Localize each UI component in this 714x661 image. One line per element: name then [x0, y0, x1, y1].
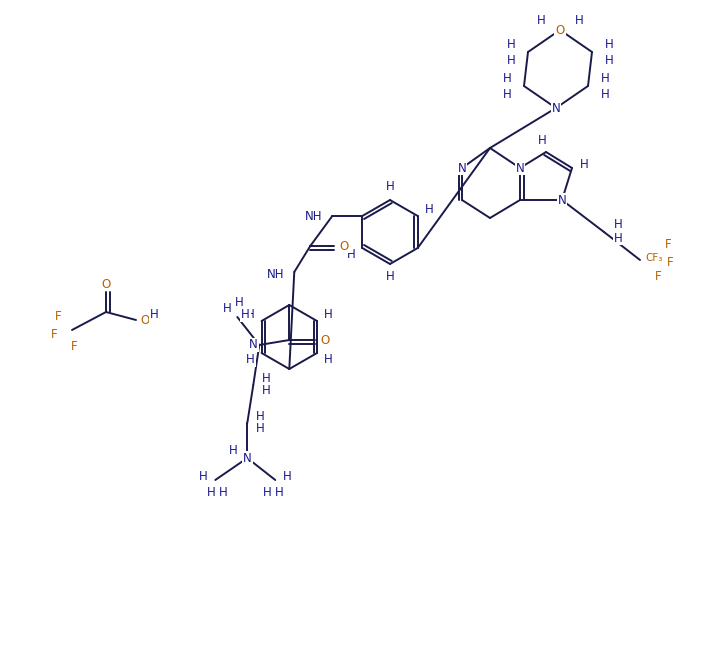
- Text: O: O: [321, 334, 330, 346]
- Text: H: H: [605, 54, 613, 67]
- Text: H: H: [580, 157, 588, 171]
- Text: H: H: [538, 134, 546, 147]
- Text: N: N: [249, 338, 258, 352]
- Text: O: O: [101, 278, 111, 290]
- Text: H: H: [605, 38, 613, 50]
- Text: H: H: [386, 180, 394, 194]
- Text: O: O: [340, 239, 349, 253]
- Text: F: F: [667, 256, 673, 268]
- Text: H: H: [150, 309, 159, 321]
- Text: H: H: [275, 485, 283, 498]
- Text: H: H: [223, 303, 231, 315]
- Text: N: N: [516, 161, 524, 175]
- Text: N: N: [552, 102, 560, 114]
- Text: H: H: [256, 422, 265, 436]
- Text: N: N: [243, 451, 251, 465]
- Text: H: H: [262, 385, 271, 397]
- Text: H: H: [263, 485, 271, 498]
- Text: H: H: [503, 71, 511, 85]
- Text: N: N: [458, 161, 466, 175]
- Text: H: H: [324, 308, 333, 321]
- Text: H: H: [507, 38, 516, 50]
- Text: H: H: [229, 444, 238, 457]
- Text: H: H: [575, 15, 583, 28]
- Text: H: H: [324, 353, 333, 366]
- Text: N: N: [558, 194, 566, 206]
- Text: H: H: [386, 270, 394, 284]
- Text: H: H: [219, 485, 228, 498]
- Text: H: H: [241, 309, 250, 321]
- Text: H: H: [246, 353, 255, 366]
- Text: H: H: [256, 410, 265, 424]
- Text: H: H: [613, 219, 623, 231]
- Text: H: H: [503, 87, 511, 100]
- Text: H: H: [207, 485, 216, 498]
- Text: H: H: [537, 15, 545, 28]
- Text: F: F: [71, 340, 77, 352]
- Text: H: H: [235, 297, 243, 309]
- Text: H: H: [600, 71, 609, 85]
- Text: F: F: [655, 270, 661, 282]
- Text: NH: NH: [267, 268, 284, 280]
- Text: H: H: [347, 248, 356, 261]
- Text: O: O: [555, 24, 565, 36]
- Text: F: F: [55, 309, 61, 323]
- Text: H: H: [283, 469, 291, 483]
- Text: F: F: [51, 327, 57, 340]
- Text: H: H: [262, 373, 271, 385]
- Text: H: H: [507, 54, 516, 67]
- Text: H: H: [600, 87, 609, 100]
- Text: H: H: [199, 469, 208, 483]
- Text: O: O: [140, 313, 149, 327]
- Text: CF₃: CF₃: [645, 253, 663, 263]
- Text: H: H: [425, 203, 433, 216]
- Text: F: F: [665, 237, 671, 251]
- Text: H: H: [613, 231, 623, 245]
- Text: NH: NH: [305, 210, 322, 223]
- Text: H: H: [246, 308, 255, 321]
